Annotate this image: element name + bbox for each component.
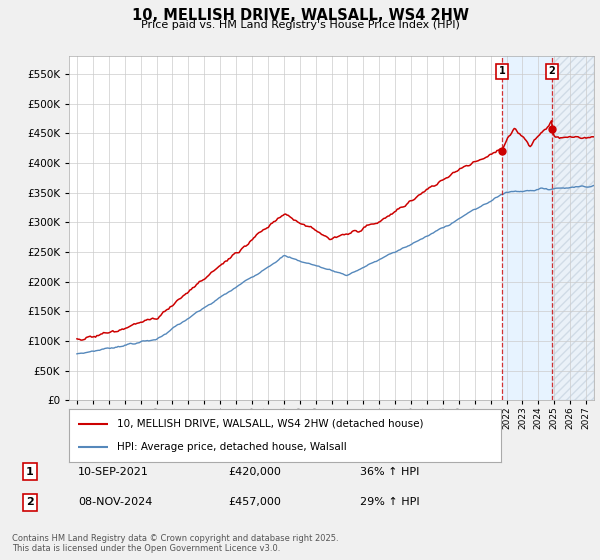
Text: 1: 1 [499,66,505,76]
Text: 36% ↑ HPI: 36% ↑ HPI [360,466,419,477]
Bar [552,56,594,400]
Text: £457,000: £457,000 [228,497,281,507]
Text: 1: 1 [26,466,34,477]
Text: Price paid vs. HM Land Registry's House Price Index (HPI): Price paid vs. HM Land Registry's House … [140,20,460,30]
Text: 2: 2 [26,497,34,507]
Text: Contains HM Land Registry data © Crown copyright and database right 2025.
This d: Contains HM Land Registry data © Crown c… [12,534,338,553]
Text: 10-SEP-2021: 10-SEP-2021 [78,466,149,477]
Bar [502,56,552,400]
Text: 2: 2 [548,66,556,76]
Text: 10, MELLISH DRIVE, WALSALL, WS4 2HW: 10, MELLISH DRIVE, WALSALL, WS4 2HW [131,8,469,24]
Text: 29% ↑ HPI: 29% ↑ HPI [360,497,419,507]
Text: £420,000: £420,000 [228,466,281,477]
Text: HPI: Average price, detached house, Walsall: HPI: Average price, detached house, Wals… [116,442,346,452]
Text: 08-NOV-2024: 08-NOV-2024 [78,497,152,507]
Text: 10, MELLISH DRIVE, WALSALL, WS4 2HW (detached house): 10, MELLISH DRIVE, WALSALL, WS4 2HW (det… [116,419,423,429]
